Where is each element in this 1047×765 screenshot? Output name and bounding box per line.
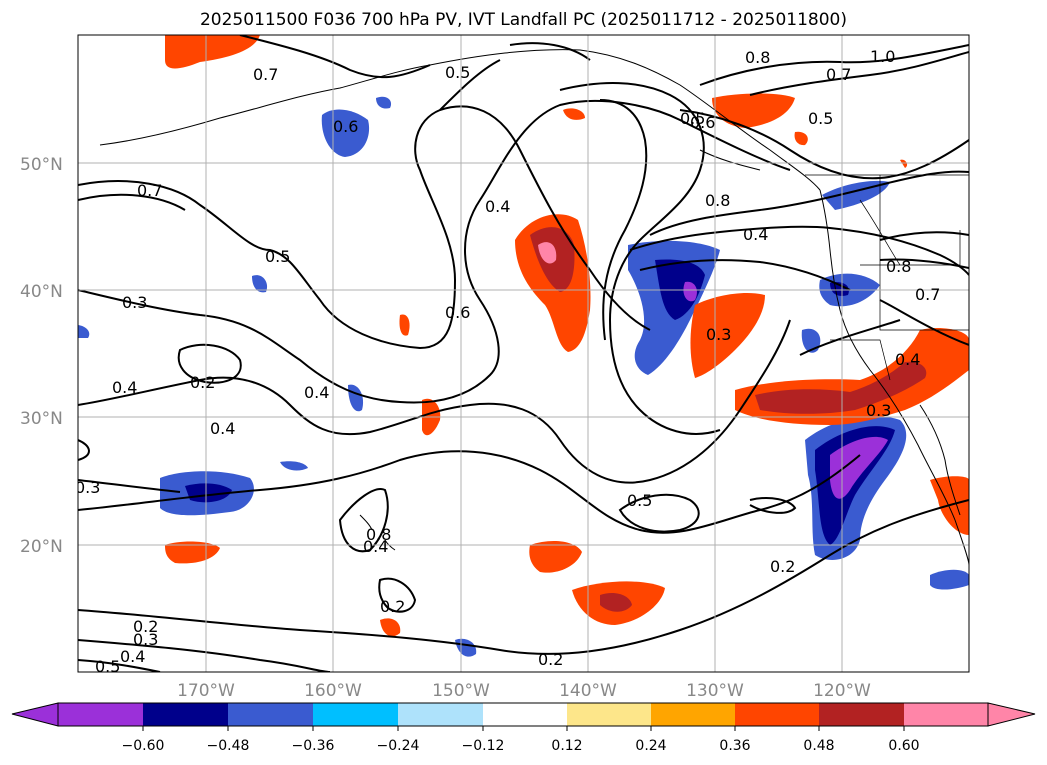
contour-label: 0.4 — [210, 419, 235, 438]
contour-label: 0.4 — [743, 225, 768, 244]
colorbar-tick-label: 0.60 — [888, 738, 919, 754]
colorbar-swatch — [228, 703, 313, 726]
contour-label: 0.5 — [680, 109, 705, 128]
lon-label-120w: 120°W — [813, 681, 871, 701]
contour-label: 0.3 — [122, 293, 147, 312]
colorbar-tick-label: −0.60 — [122, 738, 165, 754]
map-gridlines — [78, 35, 969, 672]
colorbar: −0.60 −0.48 −0.36 −0.24 −0.12 0.12 0.24 … — [11, 702, 1036, 754]
map-frame — [77, 34, 970, 673]
colorbar-tick-label: 0.12 — [551, 738, 582, 754]
lon-label-140w: 140°W — [559, 681, 617, 701]
contour-label: 0.2 — [190, 373, 215, 392]
colorbar-swatch — [313, 703, 398, 726]
lat-label-20: 20°N — [20, 537, 63, 557]
contour-label: 0.6 — [445, 303, 470, 322]
contour-label: 0.5 — [445, 63, 470, 82]
colorbar-frame — [57, 702, 989, 727]
contour-label: 0.6 — [690, 113, 715, 132]
colorbar-tick-label: −0.36 — [292, 738, 335, 754]
contour-label: 0.3 — [706, 325, 731, 344]
contour-label: 0.8 — [705, 191, 730, 210]
contour-label: 0.4 — [112, 378, 137, 397]
colorbar-tick-label: 0.24 — [635, 738, 666, 754]
political-borders — [805, 174, 969, 381]
contour-label: 0.7 — [137, 181, 162, 200]
contour-label: 0.4 — [304, 383, 329, 402]
colorbar-swatch — [58, 703, 143, 726]
contour-label: 0.5 — [808, 109, 833, 128]
contour-label: 0.4 — [120, 647, 145, 666]
map-title: 2025011500 F036 700 hPa PV, IVT Landfall… — [199, 10, 847, 30]
colorbar-swatch — [651, 703, 735, 726]
negative-anomaly-shading — [78, 96, 969, 657]
contour-label: 0.8 — [366, 525, 391, 544]
lon-label-170w: 170°W — [177, 681, 235, 701]
contour-label: 0.2 — [380, 597, 405, 616]
contour-label: 0.7 — [826, 65, 851, 84]
positive-anomaly-shading — [165, 35, 969, 637]
contour-label: 0.4 — [363, 537, 388, 556]
contour-label: 0.2 — [538, 650, 563, 669]
colorbar-swatch — [567, 703, 651, 726]
contour-label: 0.8 — [886, 257, 911, 276]
contour-label: 1.0 — [870, 47, 895, 66]
longitude-labels: 170°W 160°W 150°W 140°W 130°W 120°W — [177, 681, 871, 701]
contour-label: 0.2 — [770, 557, 795, 576]
latitude-labels: 50°N 40°N 30°N 20°N — [20, 155, 63, 557]
contour-label: 0.3 — [866, 401, 891, 420]
contour-label: 0.4 — [895, 350, 920, 369]
contour-label: 0.5 — [265, 247, 290, 266]
contour-label: 0.5 — [95, 657, 120, 676]
colorbar-max-extend — [987, 702, 1036, 727]
contour-label: 0.7 — [915, 285, 940, 304]
contour-label: 0.5 — [627, 491, 652, 510]
coastlines — [99, 49, 969, 566]
lon-label-160w: 160°W — [304, 681, 362, 701]
contour-label: 0.8 — [745, 48, 770, 67]
colorbar-tick-label: 0.48 — [803, 738, 834, 754]
pv-contours — [78, 35, 969, 672]
colorbar-tick-label: −0.48 — [207, 738, 250, 754]
contour-label: 0.3 — [133, 630, 158, 649]
colorbar-swatch — [735, 703, 819, 726]
contour-labels: 0.7 0.5 0.8 0.7 1.0 0.5 0.6 0.4 0.5 0.7 … — [75, 47, 940, 676]
colorbar-swatch — [819, 703, 904, 726]
lon-label-130w: 130°W — [686, 681, 744, 701]
lat-label-30: 30°N — [20, 409, 63, 429]
colorbar-swatch — [398, 703, 483, 726]
colorbar-tick-label: −0.24 — [377, 738, 420, 754]
contour-label: 0.4 — [485, 197, 510, 216]
colorbar-tick-label: 0.36 — [719, 738, 750, 754]
contour-label: 0.2 — [133, 617, 158, 636]
colorbar-swatch — [143, 703, 228, 726]
lat-label-40: 40°N — [20, 282, 63, 302]
colorbar-swatch — [483, 703, 567, 726]
contour-label: 0.7 — [253, 65, 278, 84]
map-area — [78, 35, 969, 672]
lat-label-50: 50°N — [20, 155, 63, 175]
contour-label: 0.3 — [75, 478, 100, 497]
contour-label: 0.6 — [333, 117, 358, 136]
colorbar-swatch — [904, 703, 988, 726]
colorbar-tick-label: −0.12 — [462, 738, 505, 754]
lon-label-150w: 150°W — [432, 681, 490, 701]
colorbar-min-extend — [11, 702, 59, 727]
